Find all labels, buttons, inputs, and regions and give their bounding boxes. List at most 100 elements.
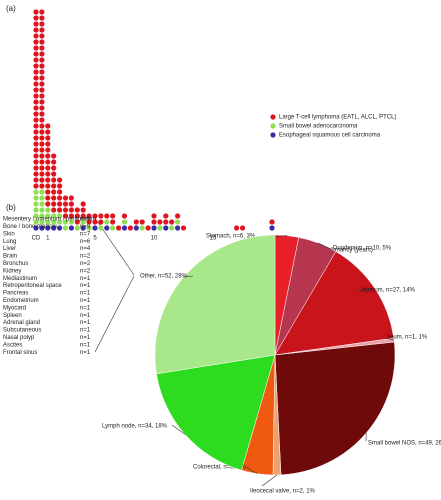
other-site-count: n=2 bbox=[80, 268, 91, 274]
dot-stack bbox=[80, 201, 86, 219]
dot-stack bbox=[110, 225, 116, 231]
other-site-name: Lung bbox=[3, 239, 16, 245]
other-site-name: Mesentery / omentum / peritoneum bbox=[3, 217, 96, 223]
dot bbox=[151, 225, 157, 231]
dot bbox=[33, 177, 39, 183]
dot bbox=[39, 129, 45, 135]
panel-label: (b) bbox=[6, 203, 16, 212]
dot-stack bbox=[45, 123, 51, 207]
other-site-name: Frontal sinus bbox=[3, 350, 37, 356]
dot bbox=[74, 207, 80, 213]
dot bbox=[57, 183, 63, 189]
dot-stack bbox=[98, 213, 104, 225]
dot bbox=[45, 219, 51, 225]
dot-stack bbox=[104, 219, 110, 225]
other-site-name: Retroperitoneal space bbox=[3, 283, 62, 289]
legend-dot bbox=[270, 114, 276, 120]
dot bbox=[139, 219, 145, 225]
dot-stack bbox=[86, 225, 92, 231]
dot-stack bbox=[51, 225, 57, 231]
other-site-count: n=2 bbox=[80, 261, 91, 267]
other-site-name: Myocard bbox=[3, 305, 26, 311]
dot-stack bbox=[127, 225, 133, 231]
dot bbox=[39, 189, 45, 195]
dot bbox=[33, 213, 39, 219]
dot bbox=[33, 207, 39, 213]
dot bbox=[39, 27, 45, 33]
dot bbox=[92, 225, 98, 231]
dot bbox=[51, 201, 57, 207]
dot bbox=[151, 213, 157, 219]
dot bbox=[33, 141, 39, 147]
other-site-count: n=9 bbox=[80, 217, 91, 223]
legend-dot bbox=[270, 132, 276, 138]
dot-stack bbox=[57, 213, 63, 225]
dot bbox=[39, 9, 45, 15]
dot bbox=[104, 219, 110, 225]
x-tick-label: 1 bbox=[46, 236, 50, 242]
dot bbox=[62, 195, 69, 201]
dot-stack bbox=[175, 213, 181, 219]
other-site-count: n=1 bbox=[80, 328, 91, 334]
other-site-count: n=1 bbox=[80, 313, 91, 319]
dot bbox=[33, 39, 39, 45]
other-site-name: Ascites bbox=[3, 342, 22, 348]
dot bbox=[74, 213, 80, 219]
dot-stack bbox=[175, 225, 181, 231]
dot bbox=[45, 183, 51, 189]
dot bbox=[33, 159, 39, 165]
dot-stack bbox=[68, 219, 74, 225]
other-site-name: Skin bbox=[3, 231, 15, 237]
dot bbox=[62, 225, 69, 231]
dot-stack bbox=[133, 225, 139, 231]
dot bbox=[33, 153, 39, 159]
dot-stack bbox=[269, 219, 275, 225]
dot-stack bbox=[45, 225, 51, 231]
dot bbox=[33, 111, 39, 117]
dot bbox=[45, 153, 51, 159]
slice-label: Lymph node, n=34, 18% bbox=[102, 424, 168, 430]
dot bbox=[68, 213, 74, 219]
dot bbox=[33, 99, 39, 105]
dot-stack bbox=[86, 213, 92, 225]
dot bbox=[175, 213, 181, 219]
dot bbox=[39, 147, 45, 153]
dot-stack bbox=[175, 219, 181, 225]
dot bbox=[51, 213, 57, 219]
x-tick-label: 15 bbox=[210, 236, 217, 242]
pie-slice bbox=[156, 354, 276, 471]
dot bbox=[80, 201, 86, 207]
dot bbox=[45, 165, 51, 171]
dot bbox=[169, 219, 175, 225]
other-site-name: Mediastinum bbox=[3, 276, 37, 282]
dot bbox=[39, 81, 45, 87]
other-site-name: Subcutaneous bbox=[3, 328, 41, 334]
dot-stack bbox=[163, 213, 169, 225]
dot-stack bbox=[121, 225, 128, 231]
dot-stack bbox=[39, 9, 45, 189]
dot-stack bbox=[33, 9, 39, 189]
dot bbox=[33, 147, 39, 153]
dot bbox=[51, 159, 57, 165]
leader-line bbox=[183, 275, 194, 278]
other-site-name: Kidney bbox=[3, 268, 21, 274]
dot bbox=[39, 111, 45, 117]
dot bbox=[33, 69, 39, 75]
dot bbox=[51, 219, 57, 225]
dot bbox=[45, 195, 51, 201]
dot-stack bbox=[121, 213, 128, 219]
dot bbox=[163, 213, 169, 219]
dot bbox=[110, 219, 116, 225]
dot bbox=[33, 189, 39, 195]
dot-stack bbox=[116, 225, 122, 231]
dot bbox=[74, 225, 80, 231]
dot bbox=[45, 123, 51, 129]
dot bbox=[33, 75, 39, 81]
dot bbox=[269, 225, 275, 231]
other-site-name: Liver bbox=[3, 246, 16, 252]
dot bbox=[39, 225, 45, 231]
dot bbox=[39, 63, 45, 69]
dot bbox=[104, 225, 110, 231]
dot bbox=[98, 225, 104, 231]
